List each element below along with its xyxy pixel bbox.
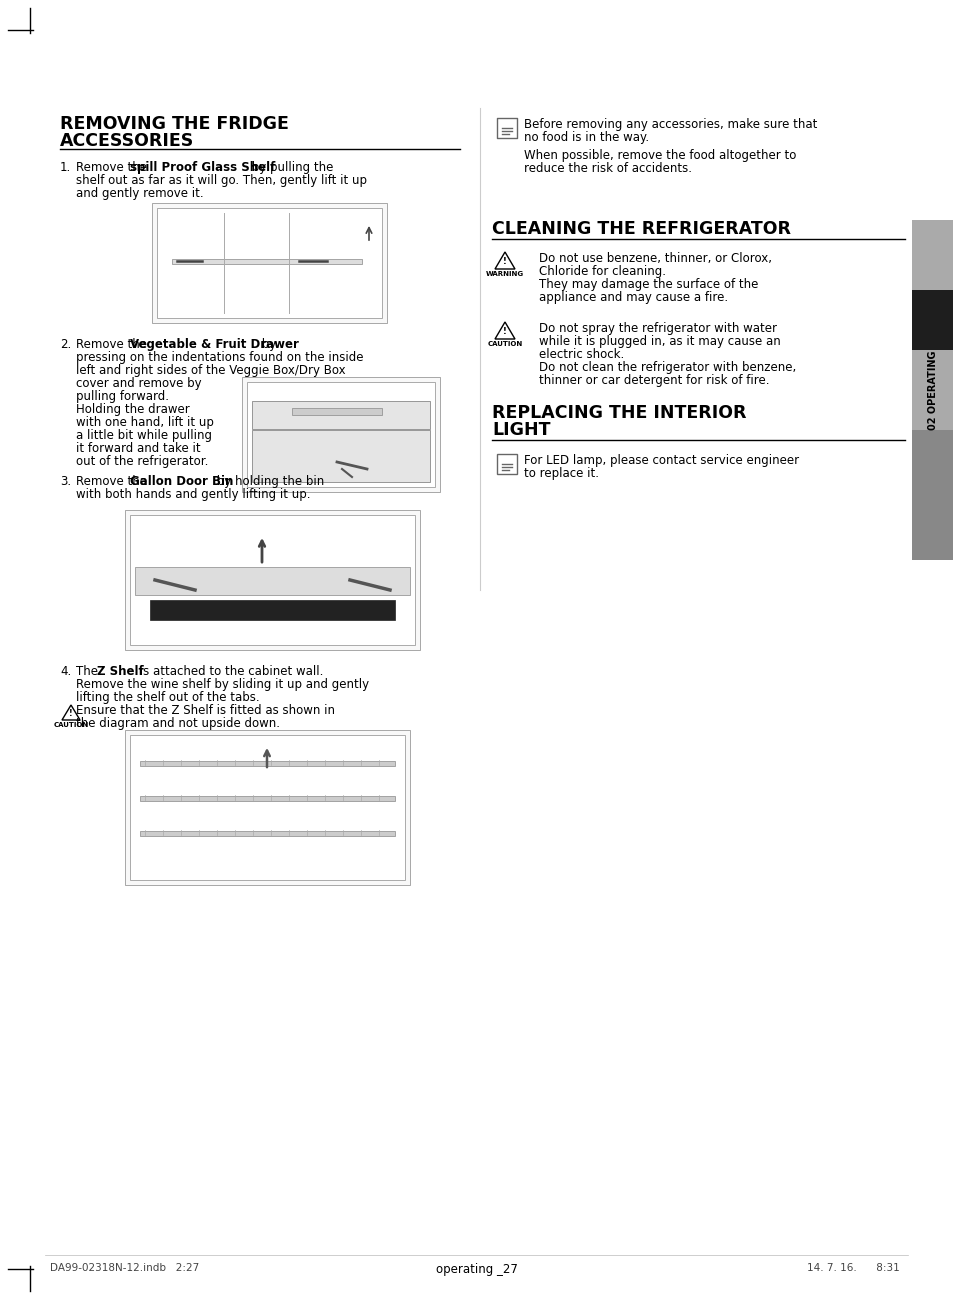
Text: REMOVING THE FRIDGE: REMOVING THE FRIDGE	[60, 116, 289, 132]
Bar	[247, 382, 435, 487]
Text: CLEANING THE REFRIGERATOR: CLEANING THE REFRIGERATOR	[492, 220, 790, 238]
Bar	[911, 220, 953, 430]
Bar	[135, 566, 410, 595]
Text: They may damage the surface of the: They may damage the surface of the	[538, 278, 758, 291]
Bar	[172, 259, 361, 264]
Text: Chloride for cleaning.: Chloride for cleaning.	[538, 265, 665, 278]
Text: Do not use benzene, thinner, or Clorox,: Do not use benzene, thinner, or Clorox,	[538, 252, 771, 265]
Text: appliance and may cause a fire.: appliance and may cause a fire.	[538, 291, 727, 304]
Text: REPLACING THE INTERIOR: REPLACING THE INTERIOR	[492, 404, 745, 422]
Text: For LED lamp, please contact service engineer: For LED lamp, please contact service eng…	[523, 453, 799, 468]
Text: pulling forward.: pulling forward.	[76, 390, 169, 403]
Bar	[140, 796, 395, 801]
Text: 14. 7. 16.      8:31: 14. 7. 16. 8:31	[806, 1263, 899, 1273]
Text: thinner or car detergent for risk of fire.: thinner or car detergent for risk of fir…	[538, 374, 769, 387]
Text: The: The	[76, 665, 102, 678]
Text: !: !	[502, 326, 506, 335]
Text: DA99-02318N-12.indb   2:27: DA99-02318N-12.indb 2:27	[50, 1263, 199, 1273]
Text: with one hand, lift it up: with one hand, lift it up	[76, 416, 213, 429]
Text: cover and remove by: cover and remove by	[76, 377, 201, 390]
Text: to replace it.: to replace it.	[523, 468, 598, 481]
Bar	[125, 511, 419, 650]
Text: with both hands and gently lifting it up.: with both hands and gently lifting it up…	[76, 488, 310, 501]
Text: 2.: 2.	[60, 338, 71, 351]
Text: the diagram and not upside down.: the diagram and not upside down.	[76, 717, 280, 730]
Text: CAUTION: CAUTION	[487, 342, 522, 347]
Text: left and right sides of the Veggie Box/Dry Box: left and right sides of the Veggie Box/D…	[76, 364, 345, 377]
Bar	[497, 453, 517, 474]
Polygon shape	[495, 252, 515, 269]
Text: out of the refrigerator.: out of the refrigerator.	[76, 455, 208, 468]
Text: shelf out as far as it will go. Then, gently lift it up: shelf out as far as it will go. Then, ge…	[76, 174, 367, 187]
Text: spill Proof Glass Shelf: spill Proof Glass Shelf	[130, 161, 275, 174]
Text: a little bit while pulling: a little bit while pulling	[76, 429, 212, 442]
Text: WARNING: WARNING	[485, 271, 523, 277]
Text: Do not spray the refrigerator with water: Do not spray the refrigerator with water	[538, 322, 776, 335]
Text: Before removing any accessories, make sure that: Before removing any accessories, make su…	[523, 118, 817, 131]
Text: Vegetable & Fruit Drawer: Vegetable & Fruit Drawer	[130, 338, 298, 351]
Text: 4.: 4.	[60, 665, 71, 678]
Text: Gallon Door Bin: Gallon Door Bin	[130, 475, 233, 488]
Polygon shape	[495, 322, 515, 339]
Text: 3.: 3.	[60, 475, 71, 488]
Text: electric shock.: electric shock.	[538, 348, 623, 361]
Text: by: by	[257, 338, 276, 351]
Text: Ensure that the Z Shelf is fitted as shown in: Ensure that the Z Shelf is fitted as sho…	[76, 704, 335, 717]
Bar	[911, 430, 953, 560]
Bar	[152, 203, 387, 323]
Text: CAUTION: CAUTION	[53, 722, 89, 727]
Text: Remove the: Remove the	[76, 338, 151, 351]
Bar	[497, 118, 517, 138]
Text: by pulling the: by pulling the	[248, 161, 333, 174]
Bar	[157, 208, 381, 318]
Text: !: !	[502, 256, 506, 265]
Text: is attached to the cabinet wall.: is attached to the cabinet wall.	[136, 665, 323, 678]
Bar	[140, 831, 395, 837]
Polygon shape	[62, 705, 80, 720]
Text: LIGHT: LIGHT	[492, 421, 550, 439]
Bar	[150, 600, 395, 620]
Text: Remove the: Remove the	[76, 475, 151, 488]
Text: by holding the bin: by holding the bin	[213, 475, 324, 488]
Text: while it is plugged in, as it may cause an: while it is plugged in, as it may cause …	[538, 335, 780, 348]
Text: Z Shelf: Z Shelf	[97, 665, 144, 678]
Text: !: !	[70, 708, 72, 717]
Text: 1.: 1.	[60, 161, 71, 174]
Bar	[292, 408, 381, 414]
Text: it forward and take it: it forward and take it	[76, 442, 200, 455]
Text: When possible, remove the food altogether to: When possible, remove the food altogethe…	[523, 149, 796, 162]
Bar	[911, 290, 953, 349]
Text: Do not clean the refrigerator with benzene,: Do not clean the refrigerator with benze…	[538, 361, 796, 374]
Bar	[125, 730, 410, 885]
Bar	[252, 430, 430, 482]
Text: no food is in the way.: no food is in the way.	[523, 131, 648, 144]
Bar	[140, 761, 395, 766]
Bar	[242, 377, 439, 492]
Bar	[130, 514, 415, 646]
Text: ACCESSORIES: ACCESSORIES	[60, 132, 194, 149]
Text: reduce the risk of accidents.: reduce the risk of accidents.	[523, 162, 691, 175]
Text: 02 OPERATING: 02 OPERATING	[927, 351, 937, 430]
Text: operating _27: operating _27	[436, 1263, 517, 1276]
Text: Holding the drawer: Holding the drawer	[76, 403, 190, 416]
Bar	[252, 401, 430, 429]
Text: lifting the shelf out of the tabs.: lifting the shelf out of the tabs.	[76, 691, 259, 704]
Text: Remove the wine shelf by sliding it up and gently: Remove the wine shelf by sliding it up a…	[76, 678, 369, 691]
Text: and gently remove it.: and gently remove it.	[76, 187, 203, 200]
Text: Remove the: Remove the	[76, 161, 151, 174]
Text: pressing on the indentations found on the inside: pressing on the indentations found on th…	[76, 351, 363, 364]
Bar	[130, 735, 405, 879]
